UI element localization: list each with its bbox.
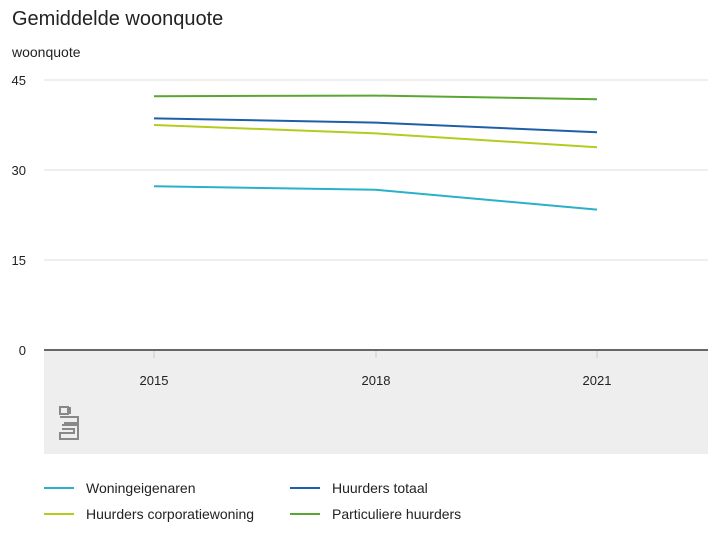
series-line-woningeigenaren <box>153 185 598 211</box>
series-line-huurders-totaal <box>153 117 598 134</box>
chart-title: Gemiddelde woonquote <box>12 8 224 30</box>
x-tick-label: 2021 <box>583 373 612 388</box>
cbs-logo-icon <box>59 406 79 440</box>
y-tick-label: 0 <box>19 343 26 358</box>
legend-label-woningeigenaren: Woningeigenaren <box>86 480 196 496</box>
y-tick-label: 15 <box>12 253 26 268</box>
series-lines <box>153 94 598 211</box>
legend-item-huurders-totaal: Huurders totaal <box>290 480 428 496</box>
legend-item-particuliere-huurders: Particuliere huurders <box>290 506 461 522</box>
legend-label-huurders-totaal: Huurders totaal <box>332 480 428 496</box>
series-line-huurders-corporatiewoning <box>153 124 598 149</box>
legend-swatch-huurders-totaal <box>290 487 320 489</box>
legend-item-woningeigenaren: Woningeigenaren <box>44 480 196 496</box>
series-line-particuliere-huurders <box>153 94 598 101</box>
x-axis-band <box>44 350 708 454</box>
legend-item-huurders-corporatiewoning: Huurders corporatiewoning <box>44 506 254 522</box>
legend-swatch-woningeigenaren <box>44 487 74 489</box>
y-tick-label: 45 <box>12 73 26 88</box>
x-tick-labels: 2015 2018 2021 <box>140 373 612 388</box>
legend-label-particuliere-huurders: Particuliere huurders <box>332 506 462 522</box>
line-chart: 0 15 30 45 2015 2018 2021 <box>12 73 708 454</box>
legend-swatch-huurders-corporatiewoning <box>44 513 74 515</box>
y-tick-labels: 0 15 30 45 <box>12 73 26 358</box>
y-tick-label: 30 <box>12 163 26 178</box>
legend-swatch-particuliere-huurders <box>290 513 320 515</box>
grid-lines <box>44 79 708 358</box>
legend-label-huurders-corporatiewoning: Huurders corporatiewoning <box>86 506 255 522</box>
y-axis-label: woonquote <box>12 44 81 60</box>
x-tick-label: 2018 <box>362 373 391 388</box>
x-tick-label: 2015 <box>140 373 169 388</box>
